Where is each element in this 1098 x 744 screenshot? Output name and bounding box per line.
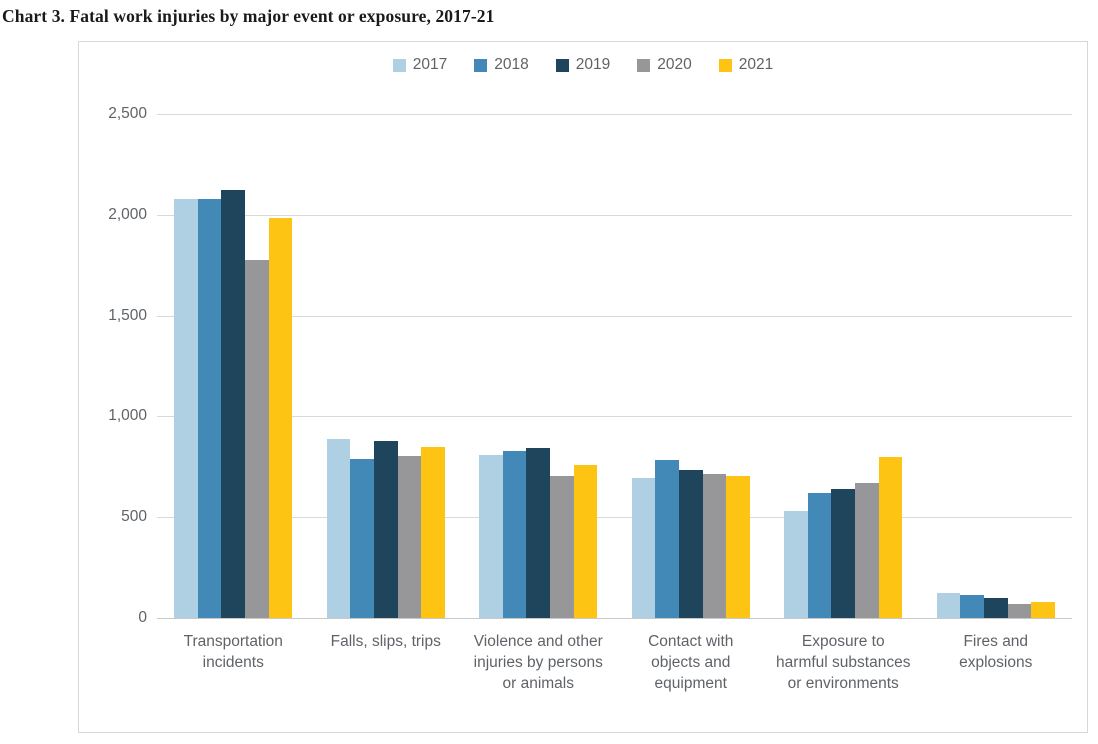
chart-frame: 2017 2018 2019 2020 2021 0 500 1,000 1,500 2,000… (78, 41, 1088, 733)
bar-2018-cat0 (197, 198, 222, 618)
y-tick-label: 500 (121, 508, 147, 526)
bar-2019-cat4 (831, 488, 856, 618)
legend-swatch-icon (392, 58, 406, 72)
bar-group-2 (462, 114, 615, 618)
bar-2020-cat1 (397, 455, 422, 618)
gridline-2000 (157, 214, 1072, 216)
bar-2017-cat3 (631, 477, 656, 618)
legend-label: 2017 (412, 56, 448, 73)
bar-2020-cat2 (550, 475, 574, 618)
bar-group-0 (157, 114, 310, 618)
legend-item-2020: 2020 (637, 56, 692, 74)
bar-2018-cat4 (807, 492, 832, 618)
legend-label: 2020 (657, 56, 692, 73)
bar-2017-cat5 (936, 593, 961, 618)
bar-group-3 (615, 114, 768, 618)
bar-group-1 (310, 114, 463, 618)
y-tick-label: 1,000 (108, 407, 147, 425)
bar-2019-cat5 (983, 598, 1008, 618)
bar-2017-cat4 (784, 510, 808, 618)
y-tick-label: 1,500 (108, 306, 147, 324)
plot-area (157, 114, 1073, 619)
bar-2020-cat0 (245, 259, 269, 618)
bar-2019-cat0 (221, 190, 246, 618)
legend-swatch-icon (474, 58, 488, 72)
legend-swatch-icon (555, 58, 569, 72)
bar-group-4 (767, 114, 920, 618)
bar-2021-cat3 (726, 475, 750, 618)
bar-2018-cat1 (350, 458, 374, 618)
gridline-2500 (157, 114, 1072, 115)
bar-2020-cat4 (855, 482, 879, 618)
legend-item-2021: 2021 (718, 56, 774, 74)
y-tick-label: 2,500 (108, 105, 147, 122)
chart-legend: 2017 2018 2019 2020 2021 (79, 55, 1087, 75)
legend-label: 2019 (575, 56, 611, 73)
bar-2018-cat2 (502, 451, 527, 618)
x-category-label-4: Exposure to harmful substances or enviro… (776, 633, 911, 692)
bar-2021-cat5 (1031, 602, 1055, 618)
bar-2021-cat4 (878, 457, 903, 618)
bar-2021-cat2 (573, 464, 598, 618)
legend-item-2018: 2018 (474, 56, 529, 74)
bar-2019-cat3 (678, 470, 703, 618)
x-category-label-0: Transportation incidents (183, 633, 283, 671)
bar-2019-cat1 (373, 440, 398, 618)
legend-swatch-icon (637, 58, 651, 72)
bar-2020-cat5 (1007, 603, 1032, 618)
y-tick-label: 0 (138, 609, 147, 626)
x-category-label-5: Fires and explosions (959, 633, 1033, 671)
y-tick-label: 2,000 (108, 205, 147, 223)
x-category-label-3: Contact with objects and equipment (648, 633, 734, 692)
x-category-label-2: Violence and other injuries by persons o… (473, 633, 603, 692)
legend-item-2019: 2019 (555, 56, 611, 74)
gridline-500 (157, 517, 1072, 519)
bar-2021-cat0 (268, 218, 293, 618)
gridline-0 (157, 618, 1072, 619)
bar-group-5 (920, 114, 1073, 618)
legend-swatch-icon (718, 58, 732, 72)
gridline-1000 (157, 416, 1072, 418)
bar-2017-cat0 (174, 199, 198, 618)
bar-2021-cat1 (421, 446, 445, 618)
gridline-1500 (157, 315, 1072, 317)
bar-2017-cat2 (479, 455, 503, 618)
chart-title: Chart 3. Fatal work injuries by major ev… (2, 6, 495, 26)
bar-2020-cat3 (702, 473, 727, 618)
legend-label: 2018 (494, 56, 529, 73)
bar-2017-cat1 (326, 439, 351, 618)
legend-label: 2021 (738, 56, 774, 73)
bar-2018-cat5 (960, 594, 984, 618)
bar-2019-cat2 (526, 448, 551, 618)
legend-item-2017: 2017 (392, 56, 448, 74)
bar-2018-cat3 (655, 459, 679, 618)
x-category-label-1: Falls, slips, trips (330, 633, 441, 650)
